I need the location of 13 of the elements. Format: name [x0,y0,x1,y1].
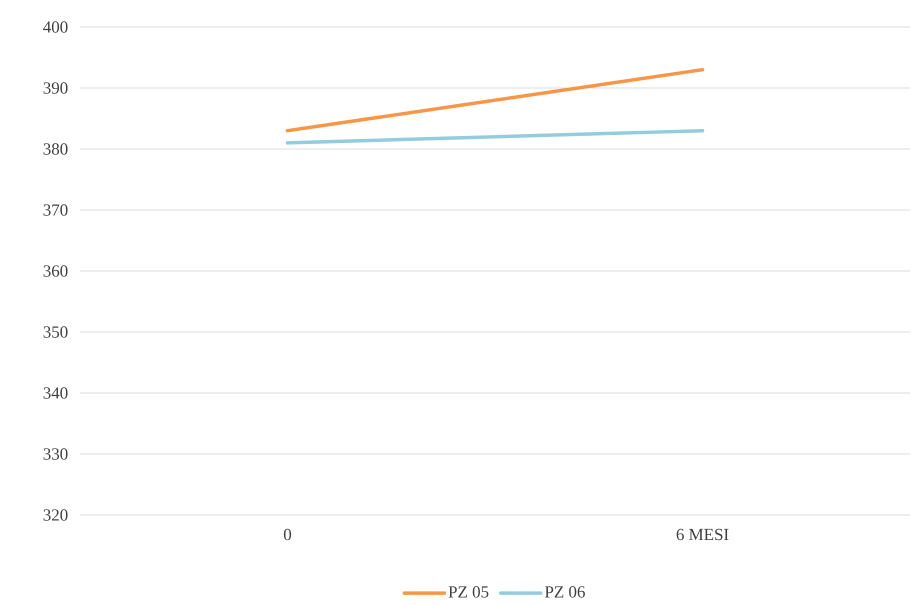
x-tick-label: 0 [284,528,292,540]
y-tick-label: 380 [44,143,68,155]
y-tick-label: 400 [43,21,68,33]
x-tick-label: 6 MESI [676,528,728,540]
y-tick-label: 390 [44,82,68,94]
y-tick-label: 350 [44,326,68,338]
y-tick-label: 340 [44,387,68,399]
y-tick-label: 360 [44,265,68,277]
legend-label: PZ 06 [544,586,585,598]
y-tick-label: 370 [44,204,68,216]
y-tick-label: 330 [44,448,68,460]
legend-label: PZ 05 [448,586,488,598]
y-tick-label: 320 [44,509,68,521]
